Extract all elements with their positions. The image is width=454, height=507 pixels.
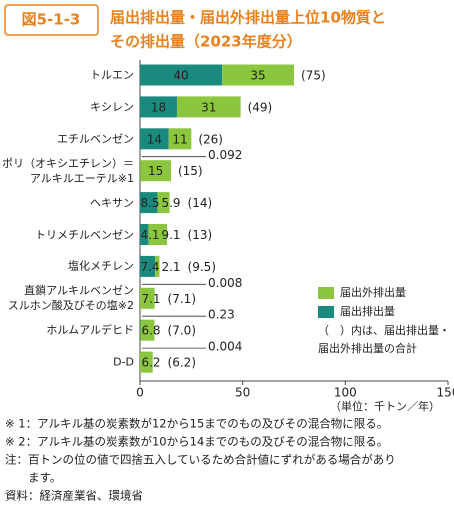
category-label: トリメチルベンゼン (35, 228, 134, 241)
total-label: (75) (301, 69, 326, 83)
category-label: ポリ（オキシエチレン）＝ アルキルエーテル※1 (2, 156, 134, 185)
value-label: 7.4 (140, 260, 159, 274)
unit-label: （単位：千トン／年） (330, 399, 440, 413)
bar-segment (155, 255, 160, 277)
value-label: 15 (148, 164, 163, 178)
bar-segment (140, 319, 155, 341)
chart-title: 届出排出量・届出外排出量上位10物質と (110, 9, 386, 27)
footnote: ます。 (5, 471, 61, 485)
value-label: 5.9 (161, 196, 180, 210)
total-label: (6.2) (168, 356, 196, 370)
x-tick-label: 100 (334, 386, 357, 400)
bar-segment (140, 96, 177, 118)
total-label: (9.5) (188, 260, 216, 274)
figure-number-box (4, 4, 99, 36)
bar-segment (140, 287, 155, 309)
value-label: 7.1 (141, 292, 160, 306)
footnote: 注：百トンの位の値で四捨五入しているため合計値にずれがある場合があり (5, 453, 396, 467)
figure-number: 図5-1-3 (22, 11, 81, 29)
legend-swatch (318, 287, 334, 299)
value-label: 6.2 (141, 356, 160, 370)
value-label: 0.092 (208, 148, 242, 162)
category-label: 直鎖アルキルベンゼン スルホン酸及びその塩※2 (7, 284, 134, 313)
bar-segment (140, 64, 223, 86)
x-tick-label: 150 (437, 386, 454, 400)
bar-segment (140, 351, 153, 373)
total-label: (14) (188, 196, 213, 210)
value-label: 8.5 (140, 196, 159, 210)
legend-label: 届出外排出量 (340, 285, 406, 299)
footnote: ※ 1：アルキル基の炭素数が12から15までのもの及びその混合物に限る。 (5, 417, 388, 431)
category-label: ヘキサン (90, 196, 134, 210)
value-label: 9.1 (161, 228, 180, 242)
bar-segment (148, 224, 168, 245)
bar-segment (176, 96, 241, 118)
bar-segment (140, 224, 149, 245)
category-label: D-D (113, 355, 134, 369)
value-label: 4.1 (140, 228, 159, 242)
bar-segment (168, 128, 192, 150)
value-label: 11 (172, 132, 187, 146)
legend-label: 届出排出量 (340, 304, 395, 318)
category-label: 塩化メチレン (68, 259, 134, 273)
category-label: エチルベンゼン (57, 132, 134, 146)
value-label: 35 (250, 69, 265, 83)
category-label: キシレン (90, 100, 134, 114)
total-label: (26) (198, 132, 223, 146)
value-label: 0.23 (208, 308, 235, 322)
bar-segment (140, 160, 171, 182)
bar-segment (140, 128, 169, 150)
bar-segment (140, 255, 156, 277)
legend-swatch (318, 306, 334, 318)
value-label: 0.004 (208, 340, 242, 354)
total-label: (7.1) (168, 292, 196, 306)
bar-segment (222, 64, 294, 86)
value-label: 40 (173, 69, 188, 83)
bar-segment (157, 192, 170, 214)
total-label: (13) (188, 228, 213, 242)
total-label: (49) (248, 100, 273, 114)
value-label: 18 (151, 100, 166, 114)
value-label: 0.008 (208, 276, 242, 290)
legend-note: 届出外排出量の合計 (318, 341, 417, 355)
total-label: (7.0) (168, 324, 196, 338)
bar-segment (140, 192, 158, 214)
footnote: 資料：経済産業省、環境省 (5, 489, 143, 503)
x-tick-label: 0 (136, 386, 144, 400)
value-label: 6.8 (141, 324, 160, 338)
value-label: 2.1 (161, 260, 180, 274)
category-label: ホルムアルデヒド (46, 323, 134, 337)
total-label: (15) (178, 164, 203, 178)
value-label: 14 (147, 132, 162, 146)
legend-note: （ ）内は、届出排出量・ (318, 323, 450, 337)
value-label: 31 (201, 100, 216, 114)
category-label: トルエン (90, 68, 134, 82)
x-tick-label: 50 (235, 386, 250, 400)
footnote: ※ 2：アルキル基の炭素数が10から14までのもの及びその混合物に限る。 (5, 435, 388, 449)
chart-title: その排出量（2023年度分） (110, 33, 302, 51)
